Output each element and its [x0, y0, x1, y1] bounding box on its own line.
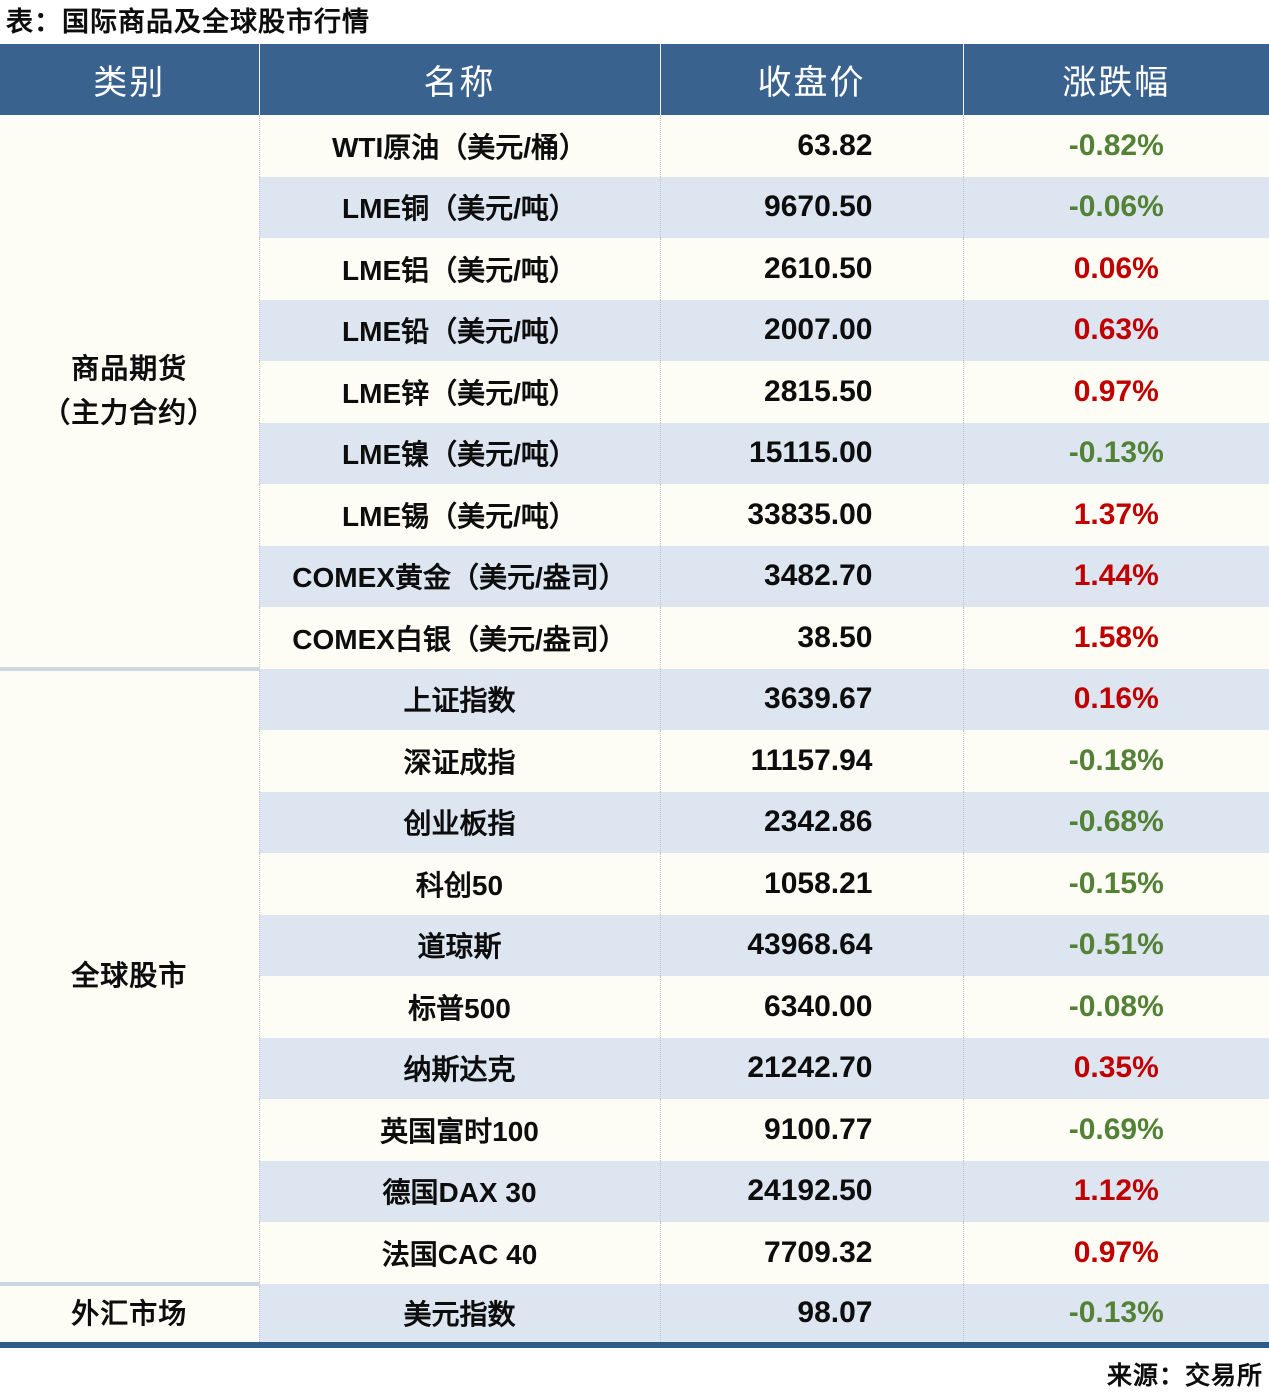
header-close: 收盘价 — [659, 44, 963, 115]
change-cell: 1.37% — [962, 484, 1269, 546]
close-cell: 3639.67 — [659, 668, 963, 730]
name-cell: 创业板指 — [258, 791, 660, 853]
close-cell: 98.07 — [659, 1283, 963, 1345]
name-cell: 英国富时100 — [258, 1099, 660, 1161]
change-cell: 0.35% — [962, 1037, 1269, 1099]
name-cell: 道琼斯 — [258, 914, 660, 976]
close-cell: 38.50 — [659, 607, 963, 669]
close-cell: 15115.00 — [659, 422, 963, 484]
name-cell: 深证成指 — [258, 730, 660, 792]
name-cell: LME铅（美元/吨） — [258, 299, 660, 361]
close-cell: 3482.70 — [659, 545, 963, 607]
name-cell: LME锌（美元/吨） — [258, 361, 660, 423]
table-row: LME锡（美元/吨） 33835.00 1.37% — [0, 484, 1269, 546]
table-row: 法国CAC 40 7709.32 0.97% — [0, 1222, 1269, 1284]
close-cell: 9100.77 — [659, 1099, 963, 1161]
change-cell: -0.15% — [962, 853, 1269, 915]
change-cell: 0.97% — [962, 1222, 1269, 1284]
table-row: 深证成指 11157.94 -0.18% — [0, 730, 1269, 792]
change-cell: 1.58% — [962, 607, 1269, 669]
table-row: 商品期货 （主力合约） WTI原油（美元/桶） 63.82 -0.82% — [0, 115, 1269, 669]
close-cell: 9670.50 — [659, 176, 963, 238]
table-row: 标普500 6340.00 -0.08% — [0, 976, 1269, 1038]
table-row: LME锌（美元/吨） 2815.50 0.97% — [0, 361, 1269, 423]
table-row: LME镍（美元/吨） 15115.00 -0.13% — [0, 422, 1269, 484]
close-cell: 2342.86 — [659, 791, 963, 853]
name-cell: 科创50 — [258, 853, 660, 915]
table-row: 英国富时100 9100.77 -0.69% — [0, 1099, 1269, 1161]
change-cell: -0.82% — [962, 115, 1269, 177]
header-change: 涨跌幅 — [962, 44, 1269, 115]
change-cell: -0.18% — [962, 730, 1269, 792]
change-cell: -0.51% — [962, 914, 1269, 976]
name-cell: LME锡（美元/吨） — [258, 484, 660, 546]
quotes-table: 类别 名称 收盘价 涨跌幅 商品期货 （主力合约） WTI原油（美元/桶） 63… — [0, 44, 1269, 1348]
change-cell: 0.63% — [962, 299, 1269, 361]
change-cell: -0.13% — [962, 422, 1269, 484]
name-cell: LME铜（美元/吨） — [258, 176, 660, 238]
table-row: COMEX黄金（美元/盎司） 3482.70 1.44% — [0, 545, 1269, 607]
change-cell: 1.44% — [962, 545, 1269, 607]
close-cell: 21242.70 — [659, 1037, 963, 1099]
category-label-line: 外汇市场 — [71, 1298, 188, 1330]
close-cell: 2815.50 — [659, 361, 963, 423]
close-cell: 43968.64 — [659, 914, 963, 976]
close-cell: 7709.32 — [659, 1222, 963, 1284]
category-label-line: 商品期货 — [71, 353, 188, 385]
close-cell: 63.82 — [659, 115, 963, 177]
name-cell: 标普500 — [258, 976, 660, 1038]
header-name: 名称 — [258, 44, 660, 115]
name-cell: LME铝（美元/吨） — [258, 238, 660, 300]
category-label-line: （主力合约） — [42, 396, 217, 428]
change-cell: 0.16% — [962, 668, 1269, 730]
name-cell: 上证指数 — [258, 668, 660, 730]
page-title: 表：国际商品及全球股市行情 — [6, 7, 370, 37]
table-row: 德国DAX 30 24192.50 1.12% — [0, 1160, 1269, 1222]
name-cell: LME镍（美元/吨） — [258, 422, 660, 484]
change-cell: -0.06% — [962, 176, 1269, 238]
table-row: 纳斯达克 21242.70 0.35% — [0, 1037, 1269, 1099]
table-row: 全球股市 上证指数 3639.67 0.16% — [0, 666, 1269, 1284]
table-row: 科创50 1058.21 -0.15% — [0, 853, 1269, 915]
table-row: LME铝（美元/吨） 2610.50 0.06% — [0, 238, 1269, 300]
name-cell: WTI原油（美元/桶） — [258, 115, 660, 177]
name-cell: 德国DAX 30 — [258, 1160, 660, 1222]
close-cell: 24192.50 — [659, 1160, 963, 1222]
name-cell: COMEX黄金（美元/盎司） — [258, 545, 660, 607]
category-cell-commodity-futures: 商品期货 （主力合约） — [0, 115, 259, 669]
change-cell: 0.06% — [962, 238, 1269, 300]
table-row: LME铅（美元/吨） 2007.00 0.63% — [0, 299, 1269, 361]
source-note: 来源：交易所 — [1106, 1362, 1263, 1390]
close-cell: 11157.94 — [659, 730, 963, 792]
table-row: COMEX白银（美元/盎司） 38.50 1.58% — [0, 607, 1269, 669]
change-cell: -0.08% — [962, 976, 1269, 1038]
close-cell: 33835.00 — [659, 484, 963, 546]
change-cell: 1.12% — [962, 1160, 1269, 1222]
name-cell: 法国CAC 40 — [258, 1222, 660, 1284]
name-cell: 美元指数 — [258, 1283, 660, 1345]
change-cell: -0.13% — [962, 1283, 1269, 1345]
table-row: 道琼斯 43968.64 -0.51% — [0, 914, 1269, 976]
change-cell: 0.97% — [962, 361, 1269, 423]
category-label-line: 全球股市 — [71, 960, 188, 992]
category-cell-forex: 外汇市场 — [0, 1281, 259, 1345]
change-cell: -0.69% — [962, 1099, 1269, 1161]
change-cell: -0.68% — [962, 791, 1269, 853]
close-cell: 2610.50 — [659, 238, 963, 300]
table-row: LME铜（美元/吨） 9670.50 -0.06% — [0, 176, 1269, 238]
table-row: 创业板指 2342.86 -0.68% — [0, 791, 1269, 853]
table-row: 外汇市场 美元指数 98.07 -0.13% — [0, 1281, 1269, 1345]
name-cell: COMEX白银（美元/盎司） — [258, 607, 660, 669]
close-cell: 1058.21 — [659, 853, 963, 915]
header-category: 类别 — [0, 44, 259, 115]
close-cell: 6340.00 — [659, 976, 963, 1038]
header-row: 类别 名称 收盘价 涨跌幅 — [0, 44, 1269, 115]
category-cell-global-stocks: 全球股市 — [0, 666, 259, 1284]
name-cell: 纳斯达克 — [258, 1037, 660, 1099]
close-cell: 2007.00 — [659, 299, 963, 361]
